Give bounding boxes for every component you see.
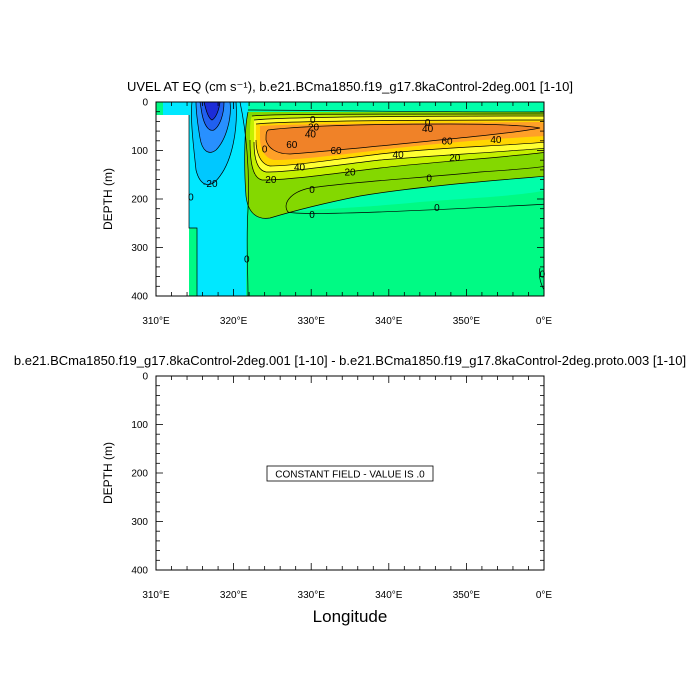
top-panel: UVEL AT EQ (cm s⁻¹), b.e21.BCma1850.f19_… <box>101 79 573 327</box>
y-tick-label: 0 <box>142 98 148 109</box>
contour-label: -20 <box>203 179 218 190</box>
top-axes: 310°E 320°E 330°E 340°E 350°E 0°E010020030040… <box>131 98 552 328</box>
contour-fill-band-neg-10-0-strip <box>163 102 189 115</box>
contour-line-0-south <box>285 166 544 213</box>
contour-label: 0 <box>434 203 440 214</box>
contour-label: 0 <box>188 193 194 204</box>
x-tick-label: 310°E <box>142 316 170 327</box>
constant-field-box <box>266 465 434 482</box>
contour-label: 20 <box>344 167 356 178</box>
contour-label: 0 <box>262 145 268 156</box>
contour-label: 0 <box>244 255 250 266</box>
contour-label: 0 <box>425 118 431 129</box>
bottom-x-axis-label: Longitude <box>313 607 388 626</box>
contour-line-10 <box>244 111 544 219</box>
y-tick-label: 400 <box>131 292 148 303</box>
x-tick-label: 340°E <box>375 590 403 601</box>
contour-label: 0 <box>309 210 315 221</box>
contour-fill-band-60-70 <box>266 124 540 154</box>
contour-fill-band-blank-west <box>156 115 189 296</box>
y-tick-label: 100 <box>131 420 148 431</box>
y-tick-label: 0 <box>142 372 148 383</box>
contour-line-0-south-east <box>287 203 544 214</box>
contour-label: 40 <box>490 135 502 146</box>
top-panel-title: UVEL AT EQ (cm s⁻¹), b.e21.BCma1850.f19_… <box>127 79 573 94</box>
contour-label: 40 <box>294 162 306 173</box>
top-panel-filled-contours <box>156 102 544 296</box>
x-tick-label: 310°E <box>142 590 170 601</box>
x-tick-label: 0°E <box>536 316 553 327</box>
contour-line-0-east-upper <box>247 109 544 113</box>
contour-label: 0 <box>540 270 546 281</box>
y-tick-label: 200 <box>131 195 148 206</box>
x-tick-label: 0°E <box>536 590 553 601</box>
y-tick-label: 200 <box>131 469 148 480</box>
contour-line-neg20 <box>195 102 231 153</box>
contour-label: 20 <box>265 175 277 186</box>
contour-label: 60 <box>330 146 342 157</box>
contour-label: 0 <box>426 174 432 185</box>
contour-line-50 <box>255 119 544 125</box>
top-y-axis-label: DEPTH (m) <box>101 168 115 230</box>
contour-lines <box>188 102 544 296</box>
x-tick-label: 320°E <box>220 316 248 327</box>
contour-line-neg10 <box>191 102 237 185</box>
x-tick-label: 340°E <box>375 316 403 327</box>
contour-line-0-far-west <box>188 115 198 296</box>
contour-line-0-west <box>239 102 249 296</box>
contour-line-30 <box>253 141 544 173</box>
x-tick-label: 350°E <box>453 590 481 601</box>
constant-field-annotation: CONSTANT FIELD - VALUE IS .0 <box>275 470 425 481</box>
contour-line-20-south <box>249 139 544 181</box>
contour-label: 40 <box>422 124 434 135</box>
contour-fill-band-0-10-west <box>189 228 197 296</box>
contour-label: 40 <box>305 130 317 141</box>
y-tick-label: 400 <box>131 566 148 577</box>
bottom-panel: b.e21.BCma1850.f19_g17.8kaControl-2deg.0… <box>14 353 686 626</box>
x-tick-label: 330°E <box>298 590 326 601</box>
bottom-panel-title: b.e21.BCma1850.f19_g17.8kaControl-2deg.0… <box>14 353 686 368</box>
x-tick-label: 330°E <box>298 316 326 327</box>
x-tick-label: 320°E <box>220 590 248 601</box>
bottom-axes: 310°E 320°E 330°E 340°E 350°E 0°E 0 100 200 300 40… <box>131 372 552 602</box>
y-tick-label: 300 <box>131 243 148 254</box>
contour-line-neg30 <box>199 102 225 131</box>
contour-label: 20 <box>449 153 461 164</box>
contour-line-40-north <box>253 115 544 121</box>
contour-line-40-south <box>255 139 544 167</box>
contour-line-20-north <box>251 113 544 117</box>
bottom-y-axis-label: DEPTH (m) <box>101 442 115 504</box>
contour-label: 40 <box>393 150 405 161</box>
contour-line-60 <box>265 123 541 155</box>
x-tick-label: 350°E <box>453 316 481 327</box>
contour-label: 60 <box>286 140 298 151</box>
contour-label: 0 <box>310 115 316 126</box>
contour-line-0-east-edge <box>538 267 544 291</box>
contour-label: 0 <box>309 185 315 196</box>
contour-label: 20 <box>308 123 320 134</box>
contour-label: 60 <box>441 136 453 147</box>
y-tick-label: 100 <box>131 146 148 157</box>
y-tick-label: 300 <box>131 517 148 528</box>
contour-line-neg40 <box>203 102 221 121</box>
